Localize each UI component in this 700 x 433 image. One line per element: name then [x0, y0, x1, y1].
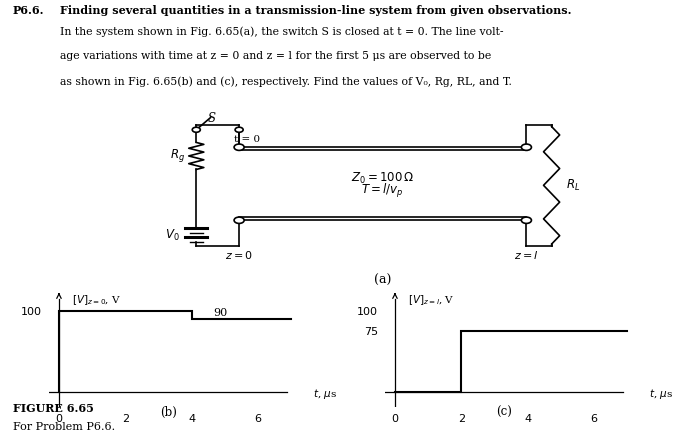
Text: P6.6.: P6.6. — [13, 5, 44, 16]
Circle shape — [234, 217, 244, 223]
Text: S: S — [207, 112, 216, 125]
Circle shape — [522, 144, 531, 150]
Text: $[V]_{z=l}$, V: $[V]_{z=l}$, V — [408, 294, 455, 307]
Text: as shown in Fig. 6.65(b) and (c), respectively. Find the values of V₀, Rg, RL, a: as shown in Fig. 6.65(b) and (c), respec… — [60, 76, 512, 87]
Text: $z = 0$: $z = 0$ — [225, 249, 253, 261]
Text: age variations with time at z = 0 and z = l for the first 5 μs are observed to b: age variations with time at z = 0 and z … — [60, 52, 491, 61]
Text: FIGURE 6.65: FIGURE 6.65 — [13, 403, 94, 414]
Text: $z = l$: $z = l$ — [514, 249, 539, 261]
Text: $[V]_{z=0}$, V: $[V]_{z=0}$, V — [72, 294, 121, 307]
Text: $R_g$: $R_g$ — [169, 148, 185, 165]
Text: $Z_0 = 100\,\Omega$: $Z_0 = 100\,\Omega$ — [351, 171, 414, 186]
Circle shape — [522, 217, 531, 223]
Text: t = 0: t = 0 — [234, 135, 260, 144]
Text: In the system shown in Fig. 6.65(a), the switch S is closed at t = 0. The line v: In the system shown in Fig. 6.65(a), the… — [60, 27, 503, 37]
Text: (c): (c) — [496, 406, 512, 419]
Text: $R_L$: $R_L$ — [566, 178, 580, 193]
Text: 90: 90 — [214, 308, 228, 318]
Text: $t$, $\mu$s: $t$, $\mu$s — [313, 387, 337, 401]
Circle shape — [235, 127, 243, 132]
Text: $t$, $\mu$s: $t$, $\mu$s — [649, 387, 673, 401]
Text: $T = l/v_p$: $T = l/v_p$ — [361, 182, 404, 200]
Text: $V_0$: $V_0$ — [164, 228, 179, 243]
Text: Finding several quantities in a transmission-line system from given observations: Finding several quantities in a transmis… — [60, 5, 571, 16]
Circle shape — [234, 144, 244, 150]
Text: (a): (a) — [374, 274, 391, 287]
Text: (b): (b) — [160, 406, 177, 419]
Circle shape — [193, 127, 200, 132]
Text: For Problem P6.6.: For Problem P6.6. — [13, 423, 115, 433]
